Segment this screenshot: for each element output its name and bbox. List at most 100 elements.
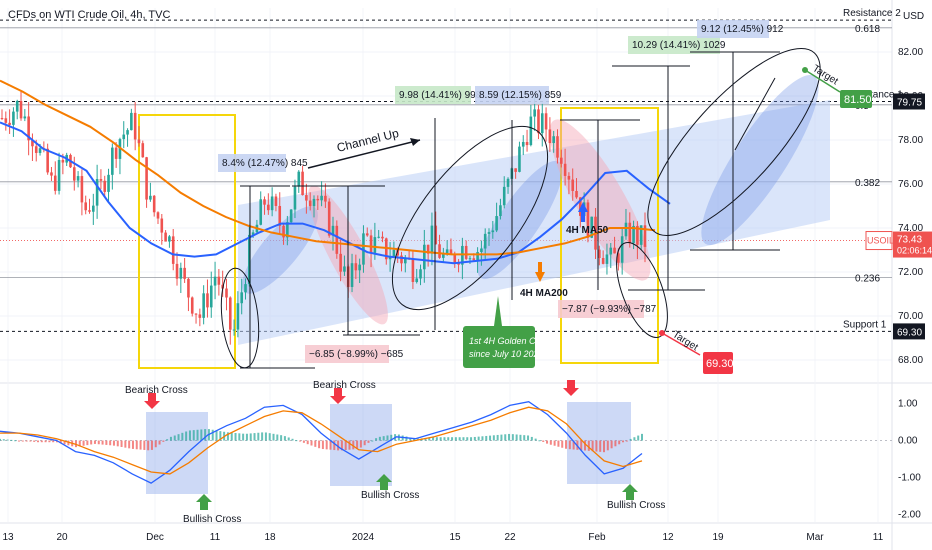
macd-histogram-bar xyxy=(2,439,5,441)
currency-label: USD xyxy=(903,11,924,22)
candle-body xyxy=(308,200,312,207)
macd-histogram-bar xyxy=(97,440,100,445)
macd-histogram-bar xyxy=(546,440,549,444)
candle-body xyxy=(137,139,141,144)
candle-body xyxy=(31,140,34,147)
candle-body xyxy=(362,233,365,265)
macd-histogram-bar xyxy=(90,440,93,445)
symbol-title: CFDs on WTI Crude Oil, 4h, TVC xyxy=(8,9,170,21)
macd-histogram-bar xyxy=(637,435,640,441)
candle-body xyxy=(556,136,559,158)
macd-histogram-bar xyxy=(344,440,347,451)
candle-body xyxy=(423,244,426,270)
candle-body xyxy=(442,253,445,258)
macd-histogram-bar xyxy=(112,440,115,446)
macd-histogram-bar xyxy=(59,440,62,444)
target-line xyxy=(661,332,701,356)
symbol-tag xyxy=(865,231,893,251)
macd-histogram-bar xyxy=(504,434,507,441)
macd-histogram-bar xyxy=(158,440,161,445)
candle-body xyxy=(354,263,358,271)
time-tick: Mar xyxy=(806,532,824,543)
macd-histogram-bar xyxy=(523,435,526,441)
candle-body xyxy=(12,111,15,125)
macd-histogram-bar xyxy=(629,438,632,441)
candle-body xyxy=(194,313,198,315)
macd-histogram-bar xyxy=(572,440,575,450)
candle-body xyxy=(636,225,639,245)
projection-box xyxy=(218,154,286,172)
macd-histogram-bar xyxy=(25,440,28,442)
macd-tick: 0.00 xyxy=(898,436,918,447)
price-axis: 82.0080.0078.0076.0074.0072.0070.0068.00… xyxy=(865,47,932,521)
macd-histogram-bar xyxy=(150,440,153,450)
ma50-arrow xyxy=(578,202,588,222)
price-tick: 68.00 xyxy=(898,355,923,366)
candle-body xyxy=(23,116,27,119)
candle-body xyxy=(240,292,243,304)
candle-body xyxy=(95,179,99,206)
projection-box-text: −6.85 (−8.99%) −685 xyxy=(309,349,404,360)
candle-body xyxy=(92,205,95,212)
macd-histogram-bar xyxy=(352,440,355,450)
macd-histogram-bar xyxy=(561,440,564,448)
candle-body xyxy=(19,100,23,119)
candle-body xyxy=(297,171,301,187)
bullish-arrow xyxy=(622,484,638,500)
price-tick: 76.00 xyxy=(898,179,923,190)
target-line xyxy=(804,69,841,93)
candle-body xyxy=(289,209,293,223)
candle-body xyxy=(365,233,369,236)
macd-histogram-bar xyxy=(534,438,537,441)
macd-histogram-bar xyxy=(93,440,96,444)
candle-body xyxy=(118,139,122,159)
macd-histogram-bar xyxy=(63,440,66,445)
candle-body xyxy=(415,278,419,282)
macd-histogram-bar xyxy=(496,434,499,441)
blue-oval xyxy=(242,206,318,294)
candle-body xyxy=(156,212,160,219)
target-dot xyxy=(659,330,665,336)
macd-histogram-bar xyxy=(261,432,264,441)
candle-body xyxy=(4,118,8,123)
macd-histogram-bar xyxy=(287,437,290,441)
macd-histogram-bar xyxy=(333,440,336,451)
macd-histogram-bar xyxy=(280,435,283,441)
macd-histogram-bar xyxy=(215,430,218,441)
macd-histogram-bar xyxy=(337,440,340,451)
candle-body xyxy=(34,146,38,153)
macd-histogram-bar xyxy=(139,440,142,450)
candle-body xyxy=(502,186,506,206)
candle-body xyxy=(213,276,217,286)
macd-histogram-bar xyxy=(587,440,590,451)
candle-body xyxy=(190,297,194,314)
last-price-tag xyxy=(893,231,932,258)
candle-body xyxy=(8,122,11,125)
macd-histogram-bar xyxy=(230,432,233,441)
macd-histogram-bar xyxy=(371,440,374,442)
candle-body xyxy=(217,276,221,285)
golden-cross-text: since July 10 2023 xyxy=(469,349,544,359)
candle-body xyxy=(388,257,392,260)
candle-body xyxy=(350,263,354,287)
candle-body xyxy=(392,249,396,258)
candle-body xyxy=(506,178,510,187)
macd-histogram-bar xyxy=(508,433,511,441)
macd-histogram-bar xyxy=(306,440,309,445)
macd-histogram-bar xyxy=(128,440,131,449)
candle-body xyxy=(327,201,331,236)
macd-histogram-bar xyxy=(249,433,252,441)
macd-histogram-bar xyxy=(622,440,625,443)
macd-histogram-bar xyxy=(443,437,446,441)
candle-body xyxy=(301,171,304,196)
macd-histogram-bar xyxy=(44,440,47,443)
target-tag-text: 69.30 xyxy=(706,358,734,370)
macd-histogram-bar xyxy=(500,434,503,441)
candle-body xyxy=(209,285,213,308)
time-tick: 20 xyxy=(56,532,68,543)
candle-body xyxy=(198,314,202,318)
candle-body xyxy=(187,278,190,298)
candle-body xyxy=(639,225,643,245)
